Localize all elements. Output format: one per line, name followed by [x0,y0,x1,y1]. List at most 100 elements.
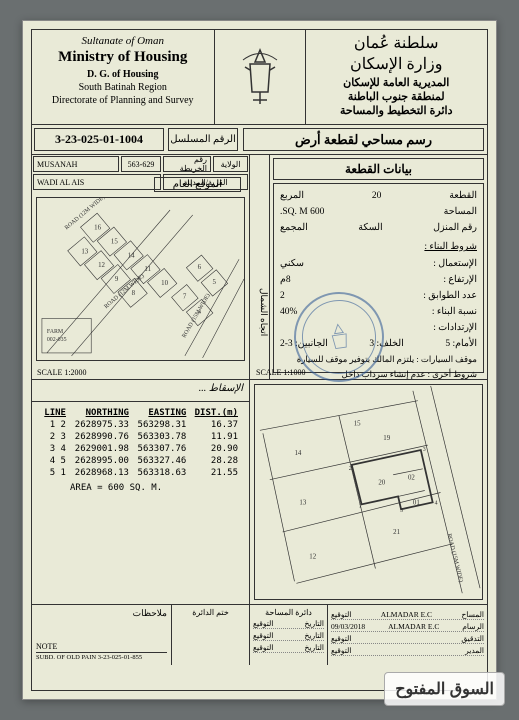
table-row: 5 12628968.13563318.6321.55 [40,467,241,479]
header: Sultanate of Oman Ministry of Housing D.… [32,30,487,125]
area-label: المساحة [444,204,477,220]
svg-text:9: 9 [115,276,119,283]
plot-20: 20 [378,480,385,487]
title-row: 3-23-025-01-1004 الرقم المسلسل رسم مساحي… [32,125,487,155]
plot-02: 02 [408,475,415,482]
musanah-label: MUSANAH [33,156,119,172]
scale-1000: SCALE 1:1000 [256,368,306,377]
north-label: اتجاه الشمال [259,288,269,336]
notes-text: SUBD. OF OLD PAIN 3-23-025-01-855 [36,652,167,661]
use-label: الإستعمال : [433,256,477,272]
table-row: 3 42629001.98563307.7620.90 [40,443,241,455]
plot-data-title: بيانات القطعة [273,158,484,180]
header-english: Sultanate of Oman Ministry of Housing D.… [32,30,215,124]
svg-text:13: 13 [81,248,88,255]
plot-21: 21 [393,529,400,536]
svg-text:2: 2 [349,466,352,472]
page-frame: Sultanate of Oman Ministry of Housing D.… [31,29,488,691]
mid-row: MUSANAH 563-629 رقم الخريطة الولاية WADI… [32,155,487,380]
doc-title-box: رسم مساحي لقطعة أرض [240,125,487,154]
svg-text:7: 7 [183,294,187,301]
coordinates-table: LINE NORTHING EASTING DIST.(m) 1 2262897… [32,402,249,498]
th-dist: DIST.(m) [189,407,241,419]
svg-text:10: 10 [161,280,168,287]
table-row: 4 52628995.00563327.4628.28 [40,455,241,467]
country-ar: سلطنة عُمان [312,34,482,55]
location-map-column: SCALE 1:1000 [250,380,487,604]
map-no-label: رقم الخريطة [163,156,211,172]
general-map: 1615 1411 1312 98 10 65 74 FARM 002-035 … [36,197,245,361]
document-paper: Sultanate of Oman Ministry of Housing D.… [22,20,497,700]
svg-text:5: 5 [212,279,216,286]
front: الأمام: 5 [445,336,477,352]
table-row: 1 22628975.33563298.3116.37 [40,419,241,431]
coordinates-column: الإسقاط ... LINE NORTHING EASTING DIST.(… [32,380,250,604]
svg-text:8: 8 [132,290,136,297]
bottom-row: الإسقاط ... LINE NORTHING EASTING DIST.(… [32,380,487,605]
svg-text:1: 1 [359,503,362,509]
svg-text:6: 6 [198,264,202,271]
oman-emblem-icon [232,40,287,115]
th-northing: NORTHING [69,407,132,419]
signatures-column: المساحALMADAR E.Cالتوقيع الرسامALMADAR E… [328,605,487,665]
map-meta: MUSANAH 563-629 رقم الخريطة الولاية WADI… [32,155,249,197]
dg-en: D. G. of Housing [38,68,208,81]
plot-14: 14 [294,450,301,457]
survey-dept-label: دائرة المساحة [253,608,324,617]
svg-text:4: 4 [435,500,438,506]
location-map: 14 15 13 12 19 20 21 01 02 2 1 5 4 3 [254,384,483,600]
notes-label-en: NOTE [36,642,57,651]
region-ar: لمنطقة جنوب الباطنة [312,90,482,104]
plot-15: 15 [354,420,361,427]
stamp-column: ختم الدائرة [172,605,250,665]
area-value: 600 SQ. M. [280,204,324,220]
road-12m: ROAD (12M WIDE) [103,273,146,311]
survey-dept-column: دائرة المساحة التاريخالتوقيع التاريخالتو… [250,605,328,665]
complex-label: المجمع [280,220,308,236]
general-map-column: MUSANAH 563-629 رقم الخريطة الولاية WADI… [32,155,250,379]
sequence-box: 3-23-025-01-1004 الرقم المسلسل [32,125,240,154]
floors-label: عدد الطوابق : [423,288,477,304]
wilaya-label: الولاية [213,156,248,172]
general-map-title: الموقع العام [154,177,241,192]
block-label: المربع [280,188,304,204]
scale-2000: SCALE 1:2000 [37,368,87,377]
height-value: 8م [280,272,291,288]
svg-text:15: 15 [111,239,118,246]
directorate-en: Directorate of Planning and Survey [38,94,208,107]
wadi-label: WADI AL AIS [33,174,161,190]
country-en: Sultanate of Oman [38,34,208,48]
map-no: 563-629 [121,156,161,172]
plot-data-body: القطعة20المربع المساحة600 SQ. M. رقم الم… [273,183,484,373]
plot-label: القطعة [449,188,477,204]
ratio-label: نسبة البناء : [432,304,477,320]
sikka-label: السكة [358,220,382,236]
plot-01: 01 [413,499,420,506]
th-line: LINE [40,407,69,419]
notes-label-ar: ملاحظات [36,608,167,619]
region-en: South Batinah Region [38,81,208,94]
plot-19: 19 [383,435,390,442]
ratio-value: 40% [280,304,297,320]
height-label: الإرتفاع : [443,272,477,288]
svg-text:11: 11 [144,266,151,273]
footer: ملاحظات NOTE SUBD. OF OLD PAIN 3-23-025-… [32,605,487,665]
sequence-label: الرقم المسلسل [168,128,238,151]
svg-text:002-035: 002-035 [47,337,67,343]
floors-value: 2 [280,288,285,304]
plot-13: 13 [299,499,306,506]
north-arrow-column: اتجاه الشمال [250,155,270,379]
svg-text:12: 12 [98,262,105,269]
area-summary: AREA = 600 SQ. M. [40,483,241,493]
emblem-container [215,30,305,124]
block-value: 20 [372,188,382,204]
watermark-text: السوق المفتوح [395,681,494,698]
sequence-number: 3-23-025-01-1004 [34,128,164,151]
road-15m-loc: ROAD (15M WIDE) [446,533,465,583]
ministry-en: Ministry of Housing [38,48,208,68]
svg-text:16: 16 [94,225,101,232]
table-row: 2 32628990.76563303.7811.91 [40,431,241,443]
svg-text:FARM: FARM [47,329,64,335]
plot-data-column: بيانات القطعة القطعة 20 المربع المساحة 600 … [270,155,487,379]
projection-label: الإسقاط ... [32,380,249,402]
